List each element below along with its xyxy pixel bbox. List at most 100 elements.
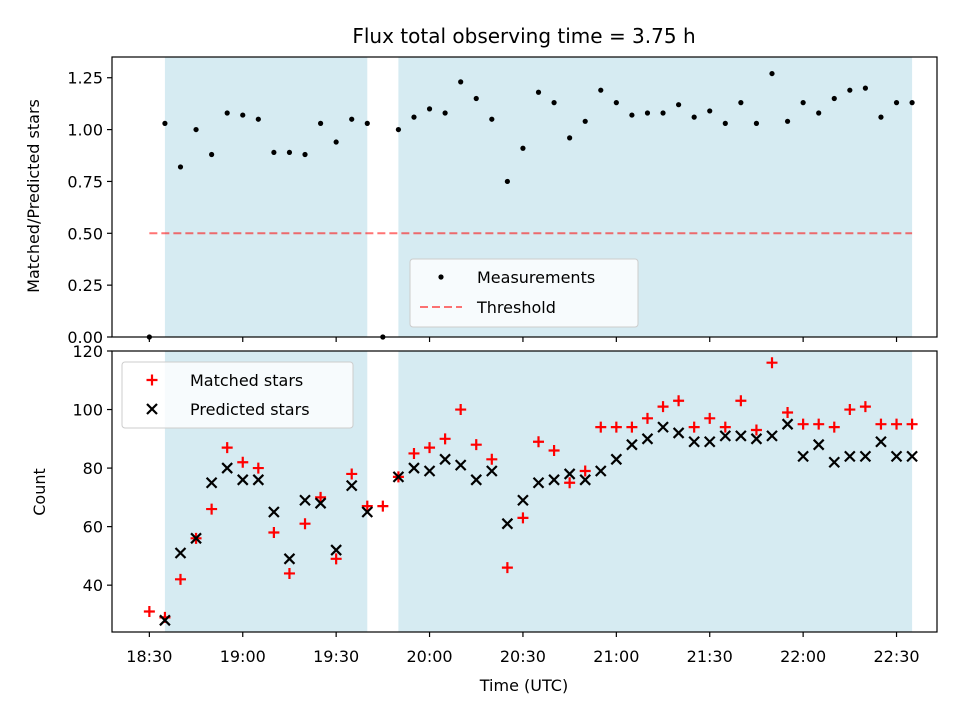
x-axis-label: Time (UTC) [479, 676, 568, 695]
bottom-plot: 40 60 80 100 120 18:30 19:00 19:30 20:00 20:30 21:… [72, 342, 938, 666]
bottom-shaded-span-1 [398, 351, 913, 632]
matched-star-point [859, 401, 871, 413]
measurement-point [520, 145, 526, 151]
predicted-star-point [641, 433, 654, 445]
x-tick-label: 19:00 [220, 647, 266, 666]
predicted-star-point [330, 544, 342, 556]
predicted-star-point [812, 438, 825, 451]
predicted-star-point [314, 497, 327, 509]
legend-predicted-marker [146, 403, 158, 415]
predicted-star-point [392, 471, 405, 483]
top-legend-box [409, 258, 639, 328]
matched-star-point [595, 421, 607, 433]
measurement-point [442, 110, 448, 116]
predicted-star-point [299, 494, 311, 507]
matched-star-point [657, 401, 669, 413]
matched-star-point [361, 500, 373, 512]
predicted-star-point [361, 506, 374, 518]
bottom-y-tick-label: 80 [83, 459, 103, 478]
measurement-point [317, 120, 324, 126]
measurement-point [411, 114, 417, 120]
measurement-point [224, 110, 230, 116]
matched-star-point [610, 421, 622, 433]
measurement-point [473, 95, 479, 102]
matched-star-point [408, 447, 420, 459]
predicted-star-point [750, 433, 763, 445]
top-y-tick-label: 0.25 [67, 276, 103, 295]
measurement-point [862, 85, 868, 91]
matched-star-point [844, 404, 856, 416]
predicted-star-point [735, 430, 747, 442]
matched-star-point [579, 465, 591, 477]
measurement-point [567, 135, 573, 141]
matched-star-point [486, 453, 498, 465]
x-tick-label: 20:00 [406, 647, 452, 666]
predicted-star-point [532, 476, 545, 489]
predicted-star-point [454, 459, 467, 471]
predicted-star-point [579, 474, 591, 486]
predicted-star-point [345, 479, 358, 492]
legend-matched-label: Matched stars [190, 371, 303, 390]
matched-star-point [533, 436, 545, 448]
matched-star-point [548, 445, 560, 457]
predicted-star-point [470, 474, 483, 486]
predicted-star-point [423, 465, 436, 477]
matched-star-point [719, 421, 731, 433]
matched-star-point [252, 462, 264, 474]
matched-star-point [782, 406, 794, 418]
matched-star-point [641, 412, 653, 424]
measurement-point [707, 108, 713, 114]
measurement-point [816, 110, 822, 116]
x-tick-label: 20:30 [500, 647, 546, 666]
measurement-point [878, 114, 884, 120]
measurement-point [302, 151, 308, 158]
predicted-star-point [268, 506, 280, 518]
matched-star-point [906, 418, 918, 430]
measurement-point [909, 100, 915, 106]
x-tick-label: 22:00 [780, 647, 826, 666]
matched-star-point [673, 395, 685, 407]
top-legend: Measurements Threshold [409, 258, 639, 328]
predicted-star-point [501, 517, 514, 530]
predicted-star-point [159, 614, 171, 627]
top-plot-frame [111, 56, 938, 338]
matched-star-point [470, 439, 482, 451]
bottom-legend-box [121, 361, 354, 429]
matched-star-point [377, 500, 389, 512]
measurement-point [162, 120, 168, 126]
predicted-star-point [875, 435, 887, 448]
bottom-y-tick-label: 120 [72, 342, 103, 361]
predicted-star-point [890, 450, 903, 463]
measurement-point [629, 112, 635, 118]
x-tick-label: 22:30 [873, 647, 919, 666]
predicted-star-point [906, 450, 918, 463]
predicted-star-point [688, 435, 700, 448]
measurement-point [582, 118, 588, 124]
measurement-point [177, 164, 184, 170]
measurement-point [193, 126, 199, 133]
predicted-star-point [766, 430, 778, 442]
legend-measurement-marker [438, 274, 444, 280]
bottom-y-axis-label: Count [30, 468, 49, 516]
measurement-point [551, 100, 557, 106]
matched-star-point [315, 491, 327, 503]
predicted-star-point [283, 553, 296, 565]
top-plot: 0.00 0.25 0.50 0.75 1.00 1.25 Measurements Thre… [67, 56, 938, 347]
matched-star-point [221, 442, 233, 454]
matched-star-point [828, 421, 840, 433]
matched-star-point [891, 418, 903, 430]
chart-title: Flux total observing time = 3.75 h [352, 24, 695, 48]
legend-predicted-label: Predicted stars [190, 400, 310, 419]
matched-star-point [501, 562, 513, 574]
matched-star-point [688, 421, 700, 433]
measurement-point [209, 151, 215, 158]
bottom-y-tick-label: 60 [83, 518, 103, 537]
top-y-axis-label: Matched/Predicted stars [24, 99, 43, 293]
matched-star-point [626, 421, 638, 433]
top-y-tick-label: 1.00 [67, 121, 103, 140]
measurement-point [458, 79, 464, 85]
matched-star-point [750, 424, 762, 436]
measurement-point [535, 89, 542, 95]
predicted-star-point [672, 427, 685, 439]
measurement-point [644, 110, 651, 116]
